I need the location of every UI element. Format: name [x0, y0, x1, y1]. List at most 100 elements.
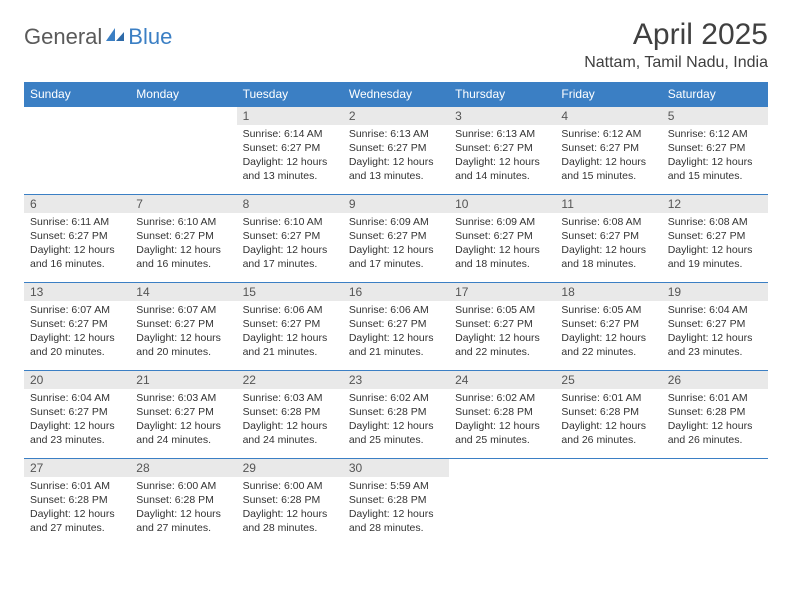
- day-number: 29: [237, 459, 343, 477]
- day-number: 15: [237, 283, 343, 301]
- weekday-header: Thursday: [449, 82, 555, 107]
- daylight-text: Daylight: 12 hours and 16 minutes.: [136, 244, 230, 272]
- day-body: Sunrise: 6:05 AMSunset: 6:27 PMDaylight:…: [555, 301, 661, 363]
- sunrise-text: Sunrise: 6:10 AM: [243, 216, 337, 230]
- day-cell: 15Sunrise: 6:06 AMSunset: 6:27 PMDayligh…: [237, 283, 343, 371]
- day-cell: 26 Sunrise: 6:01 AMSunset: 6:28 PMDayligh…: [662, 371, 768, 459]
- daylight-text: Daylight: 12 hours and 23 minutes.: [30, 420, 124, 448]
- weekday-header: Monday: [130, 82, 236, 107]
- sunset-text: Sunset: 6:27 PM: [136, 230, 230, 244]
- sunset-text: Sunset: 6:28 PM: [561, 406, 655, 420]
- day-cell: 2Sunrise: 6:13 AMSunset: 6:27 PMDaylight…: [343, 107, 449, 195]
- daylight-text: Daylight: 12 hours and 21 minutes.: [349, 332, 443, 360]
- daylight-text: Daylight: 12 hours and 25 minutes.: [455, 420, 549, 448]
- sunrise-text: Sunrise: 5:59 AM: [349, 480, 443, 494]
- sunset-text: Sunset: 6:28 PM: [136, 494, 230, 508]
- daylight-text: Daylight: 12 hours and 20 minutes.: [30, 332, 124, 360]
- sunset-text: Sunset: 6:27 PM: [561, 318, 655, 332]
- day-cell: 6Sunrise: 6:11 AMSunset: 6:27 PMDaylight…: [24, 195, 130, 283]
- sunrise-text: Sunrise: 6:04 AM: [668, 304, 762, 318]
- day-number: 9: [343, 195, 449, 213]
- daylight-text: Daylight: 12 hours and 26 minutes.: [668, 420, 762, 448]
- sunset-text: Sunset: 6:27 PM: [349, 318, 443, 332]
- day-cell: 22Sunrise: 6:03 AMSunset: 6:28 PMDayligh…: [237, 371, 343, 459]
- sunrise-text: Sunrise: 6:10 AM: [136, 216, 230, 230]
- day-body: Sunrise: 6:04 AMSunset: 6:27 PMDaylight:…: [662, 301, 768, 363]
- day-number: 2: [343, 107, 449, 125]
- day-body: Sunrise: 6:02 AMSunset: 6:28 PMDaylight:…: [449, 389, 555, 451]
- day-number: 22: [237, 371, 343, 389]
- week-row: 27Sunrise: 6:01 AMSunset: 6:28 PMDayligh…: [24, 459, 768, 547]
- sunset-text: Sunset: 6:28 PM: [30, 494, 124, 508]
- day-cell: 29Sunrise: 6:00 AMSunset: 6:28 PMDayligh…: [237, 459, 343, 547]
- day-number: 11: [555, 195, 661, 213]
- sunset-text: Sunset: 6:27 PM: [30, 318, 124, 332]
- day-cell: 20Sunrise: 6:04 AMSunset: 6:27 PMDayligh…: [24, 371, 130, 459]
- day-body: Sunrise: 6:08 AMSunset: 6:27 PMDaylight:…: [555, 213, 661, 275]
- day-cell: 14Sunrise: 6:07 AMSunset: 6:27 PMDayligh…: [130, 283, 236, 371]
- day-cell: 9Sunrise: 6:09 AMSunset: 6:27 PMDaylight…: [343, 195, 449, 283]
- day-number: 21: [130, 371, 236, 389]
- daylight-text: Daylight: 12 hours and 24 minutes.: [243, 420, 337, 448]
- header: General Blue April 2025 Nattam, Tamil Na…: [24, 18, 768, 72]
- day-body: Sunrise: 6:06 AMSunset: 6:27 PMDaylight:…: [237, 301, 343, 363]
- day-body: Sunrise: 6:12 AMSunset: 6:27 PMDaylight:…: [555, 125, 661, 187]
- day-number: 6: [24, 195, 130, 213]
- day-body: Sunrise: 6:03 AMSunset: 6:28 PMDaylight:…: [237, 389, 343, 451]
- sunset-text: Sunset: 6:28 PM: [668, 406, 762, 420]
- day-body: Sunrise: 6:04 AMSunset: 6:27 PMDaylight:…: [24, 389, 130, 451]
- day-body: Sunrise: 6:02 AMSunset: 6:28 PMDaylight:…: [343, 389, 449, 451]
- calendar-table: Sunday Monday Tuesday Wednesday Thursday…: [24, 82, 768, 547]
- day-body: Sunrise: 6:01 AMSunset: 6:28 PMDaylight:…: [24, 477, 130, 539]
- day-number: 13: [24, 283, 130, 301]
- day-cell: 21Sunrise: 6:03 AMSunset: 6:27 PMDayligh…: [130, 371, 236, 459]
- day-cell: 4Sunrise: 6:12 AMSunset: 6:27 PMDaylight…: [555, 107, 661, 195]
- day-body: Sunrise: 6:09 AMSunset: 6:27 PMDaylight:…: [449, 213, 555, 275]
- daylight-text: Daylight: 12 hours and 28 minutes.: [349, 508, 443, 536]
- day-cell: [449, 459, 555, 547]
- day-number: 4: [555, 107, 661, 125]
- sunset-text: Sunset: 6:28 PM: [349, 406, 443, 420]
- sunrise-text: Sunrise: 6:01 AM: [668, 392, 762, 406]
- sunset-text: Sunset: 6:27 PM: [668, 230, 762, 244]
- daylight-text: Daylight: 12 hours and 26 minutes.: [561, 420, 655, 448]
- day-number: 14: [130, 283, 236, 301]
- sunset-text: Sunset: 6:28 PM: [455, 406, 549, 420]
- day-cell: 11Sunrise: 6:08 AMSunset: 6:27 PMDayligh…: [555, 195, 661, 283]
- day-body: Sunrise: 6:10 AMSunset: 6:27 PMDaylight:…: [130, 213, 236, 275]
- day-number: 27: [24, 459, 130, 477]
- daylight-text: Daylight: 12 hours and 13 minutes.: [349, 156, 443, 184]
- sunrise-text: Sunrise: 6:00 AM: [136, 480, 230, 494]
- sunrise-text: Sunrise: 6:02 AM: [349, 392, 443, 406]
- sunset-text: Sunset: 6:27 PM: [30, 230, 124, 244]
- daylight-text: Daylight: 12 hours and 23 minutes.: [668, 332, 762, 360]
- day-body: Sunrise: 6:14 AMSunset: 6:27 PMDaylight:…: [237, 125, 343, 187]
- day-cell: 23Sunrise: 6:02 AMSunset: 6:28 PMDayligh…: [343, 371, 449, 459]
- daylight-text: Daylight: 12 hours and 14 minutes.: [455, 156, 549, 184]
- day-body: Sunrise: 6:01 AMSunset: 6:28 PMDaylight:…: [555, 389, 661, 451]
- day-number: 7: [130, 195, 236, 213]
- sunrise-text: Sunrise: 6:08 AM: [561, 216, 655, 230]
- sunrise-text: Sunrise: 6:06 AM: [349, 304, 443, 318]
- sunrise-text: Sunrise: 6:12 AM: [561, 128, 655, 142]
- sunrise-text: Sunrise: 6:03 AM: [243, 392, 337, 406]
- day-number: 23: [343, 371, 449, 389]
- day-cell: 1Sunrise: 6:14 AMSunset: 6:27 PMDaylight…: [237, 107, 343, 195]
- daylight-text: Daylight: 12 hours and 25 minutes.: [349, 420, 443, 448]
- day-cell: 7Sunrise: 6:10 AMSunset: 6:27 PMDaylight…: [130, 195, 236, 283]
- weekday-header-row: Sunday Monday Tuesday Wednesday Thursday…: [24, 82, 768, 107]
- week-row: 13Sunrise: 6:07 AMSunset: 6:27 PMDayligh…: [24, 283, 768, 371]
- day-number: 8: [237, 195, 343, 213]
- day-number: 17: [449, 283, 555, 301]
- week-row: 20Sunrise: 6:04 AMSunset: 6:27 PMDayligh…: [24, 371, 768, 459]
- sunset-text: Sunset: 6:27 PM: [455, 318, 549, 332]
- day-cell: 25Sunrise: 6:01 AMSunset: 6:28 PMDayligh…: [555, 371, 661, 459]
- day-number: [555, 459, 661, 463]
- day-cell: 30Sunrise: 5:59 AMSunset: 6:28 PMDayligh…: [343, 459, 449, 547]
- day-body: Sunrise: 6:10 AMSunset: 6:27 PMDaylight:…: [237, 213, 343, 275]
- sunset-text: Sunset: 6:27 PM: [30, 406, 124, 420]
- sunset-text: Sunset: 6:27 PM: [349, 230, 443, 244]
- location: Nattam, Tamil Nadu, India: [584, 54, 768, 72]
- daylight-text: Daylight: 12 hours and 27 minutes.: [30, 508, 124, 536]
- day-number: 26: [662, 371, 768, 389]
